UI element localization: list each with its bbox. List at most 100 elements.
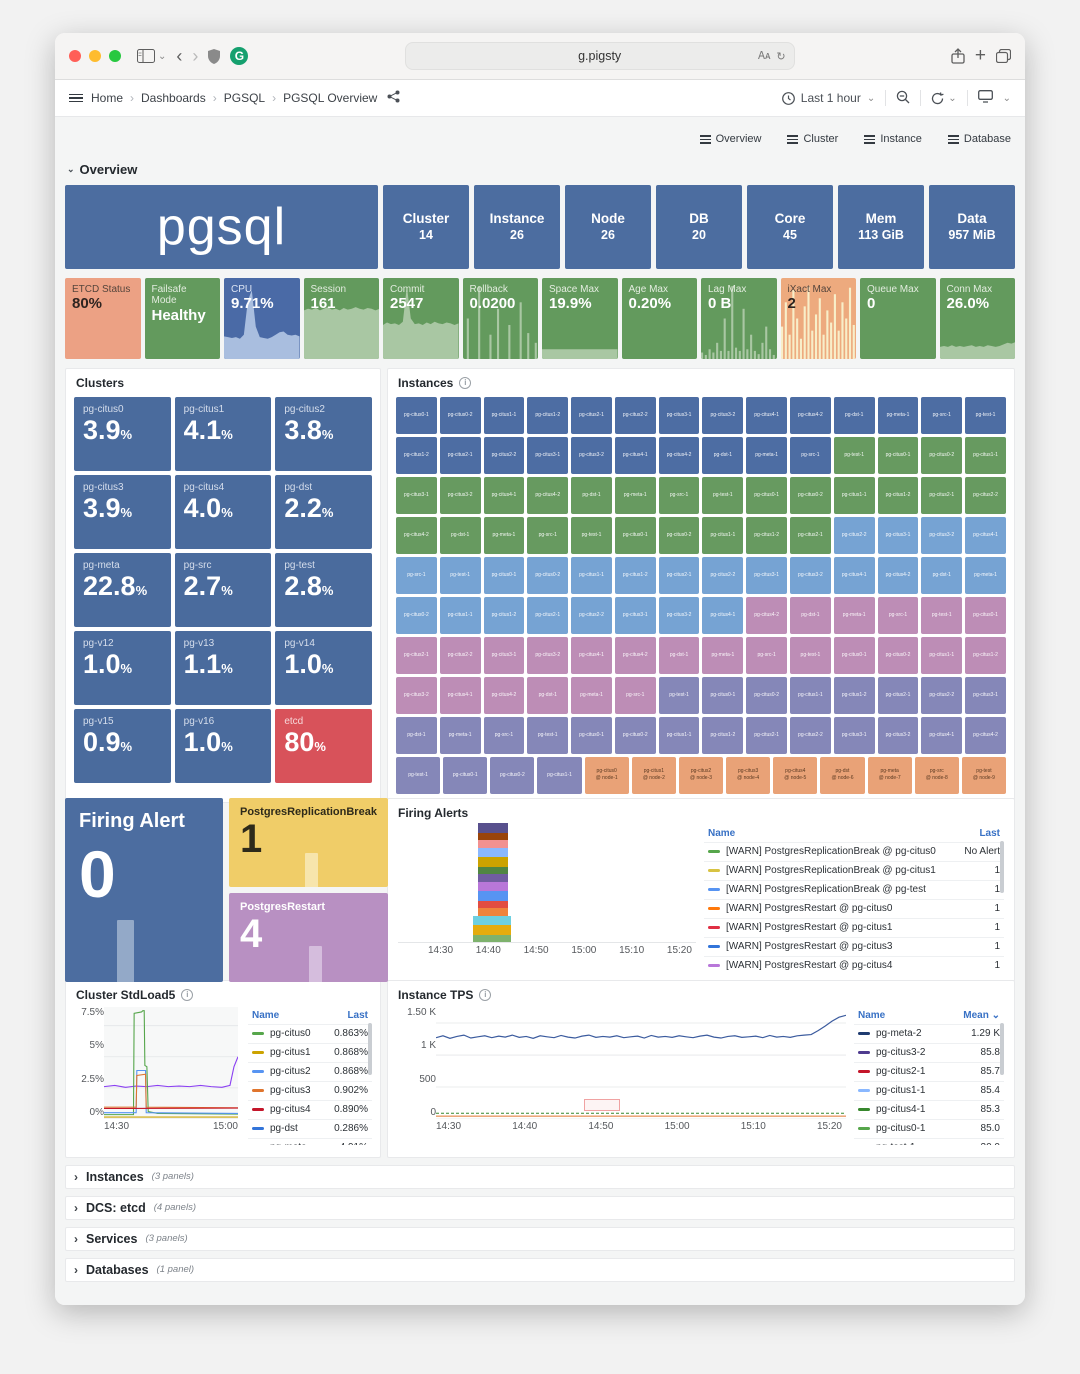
instance-tile[interactable]: pg-citus0-2 <box>527 556 569 594</box>
table-row[interactable]: pg-meta 4.91% <box>248 1137 372 1145</box>
mini-stat-cpu[interactable]: CPU 9.71% <box>224 277 300 359</box>
instance-tile[interactable]: pg-citus4-2 <box>396 516 437 554</box>
instance-tile[interactable]: pg-citus0-2 <box>658 516 700 554</box>
sidebar-chevron-icon[interactable]: ⌄ <box>158 50 167 62</box>
instance-tile[interactable]: pg-citus2-2 <box>614 396 656 434</box>
instance-tile[interactable]: pg-citus2-1 <box>439 436 481 474</box>
instance-tile[interactable]: pg-citus1-2 <box>965 636 1006 674</box>
instance-tile[interactable]: pg-citus1-1 <box>483 396 525 434</box>
instance-tile[interactable]: pg-citus4-1 <box>439 676 481 714</box>
instance-tile[interactable]: pg-citus1-1 <box>965 436 1006 474</box>
instance-tile[interactable]: pg-meta-1 <box>483 516 525 554</box>
alert-stat-postgresrestart[interactable]: PostgresRestart 4 <box>229 892 388 982</box>
share-icon[interactable] <box>951 48 965 64</box>
instance-tile[interactable]: pg-dst-1 <box>702 436 744 474</box>
instance-tile[interactable]: pg-citus4-1 <box>746 396 788 434</box>
instance-tile[interactable]: pg-citus4-2 <box>483 676 525 714</box>
instance-tile[interactable]: pg-citus1-1 <box>702 516 744 554</box>
instance-tile[interactable]: pg-src-1 <box>396 556 437 594</box>
instance-tile[interactable]: pg-citus0 @ node-1 <box>584 756 629 794</box>
table-row[interactable]: [WARN] PostgresReplicationBreak @ pg-cit… <box>704 860 1004 880</box>
instance-tile[interactable]: pg-citus4-1 <box>833 556 875 594</box>
mega-menu-icon[interactable] <box>69 92 83 105</box>
instance-tile[interactable]: pg-meta-1 <box>965 556 1006 594</box>
cluster-tile-pg-meta[interactable]: pg-meta 22.8% <box>74 552 171 627</box>
instance-tile[interactable]: pg-test-1 <box>396 756 441 794</box>
instance-tile[interactable]: pg-citus3-1 <box>396 476 437 514</box>
instance-tile[interactable]: pg-test-1 <box>790 636 831 674</box>
instance-tile[interactable]: pg-citus3-2 <box>790 556 831 594</box>
instance-tile[interactable]: pg-citus1-1 <box>921 636 963 674</box>
instance-tile[interactable]: pg-citus1-2 <box>746 516 788 554</box>
cluster-tile-pg-citus4[interactable]: pg-citus4 4.0% <box>174 474 272 549</box>
table-row[interactable]: pg-citus4 0.890% <box>248 1099 372 1119</box>
column-value[interactable]: Last <box>347 1009 368 1021</box>
instance-tile[interactable]: pg-dst-1 <box>790 596 831 634</box>
table-row[interactable]: [WARN] PostgresReplicationBreak @ pg-tes… <box>704 879 1004 899</box>
instance-tile[interactable]: pg-citus4-1 <box>614 436 656 474</box>
quick-link-instance[interactable]: Instance <box>864 133 922 146</box>
mini-stat-queue-max[interactable]: Queue Max 0 <box>860 277 936 359</box>
instance-tile[interactable]: pg-citus2-1 <box>790 516 831 554</box>
close-window-button[interactable] <box>69 50 81 62</box>
table-row[interactable]: pg-citus0 0.863% <box>248 1023 372 1043</box>
new-tab-button[interactable]: + <box>974 45 986 66</box>
cluster-tile-pg-v12[interactable]: pg-v12 1.0% <box>74 630 171 705</box>
mini-stat-failsafe-mode[interactable]: Failsafe Mode Healthy <box>144 277 220 359</box>
table-row[interactable]: pg-meta-2 1.29 K <box>854 1023 1004 1043</box>
instance-tile[interactable]: pg-citus0-1 <box>614 516 656 554</box>
cluster-tile-pg-src[interactable]: pg-src 2.7% <box>174 552 272 627</box>
time-picker[interactable]: Last 1 hour ⌄ <box>781 91 875 105</box>
table-row[interactable]: pg-citus3-2 85.8 <box>854 1042 1004 1062</box>
instance-tile[interactable]: pg-citus3-2 <box>702 396 744 434</box>
tv-mode-icon[interactable] <box>977 90 993 106</box>
table-row[interactable]: pg-citus1-1 85.4 <box>854 1080 1004 1100</box>
info-icon[interactable]: i <box>181 988 194 1001</box>
mini-stat-lag-max[interactable]: Lag Max 0 B <box>701 277 777 359</box>
table-row[interactable]: pg-citus4-1 85.3 <box>854 1099 1004 1119</box>
table-row[interactable]: [WARN] PostgresRestart @ pg-citus0 1 <box>704 898 1004 918</box>
instance-tile[interactable]: pg-citus3-2 <box>396 676 437 714</box>
instance-tile[interactable]: pg-citus1-2 <box>396 436 437 474</box>
cluster-tile-pg-v13[interactable]: pg-v13 1.1% <box>174 630 272 705</box>
info-icon[interactable]: i <box>479 988 492 1001</box>
cluster-tile-pg-citus1[interactable]: pg-citus1 4.1% <box>174 396 272 471</box>
instance-tile[interactable]: pg-citus1-1 <box>537 756 582 794</box>
cluster-tile-pg-test[interactable]: pg-test 2.8% <box>275 552 372 627</box>
instance-tile[interactable]: pg-citus3-1 <box>746 556 788 594</box>
instance-tile[interactable]: pg-citus0-1 <box>443 756 488 794</box>
instance-tile[interactable]: pg-citus2-1 <box>746 716 788 754</box>
instance-tile[interactable]: pg-dst-1 <box>658 636 700 674</box>
table-row[interactable]: pg-citus3 0.902% <box>248 1080 372 1100</box>
breadcrumb-item-dashboards[interactable]: Dashboards <box>141 91 206 105</box>
tab-overview-icon[interactable] <box>996 49 1011 63</box>
navbar-more-chevron-icon[interactable]: ⌄ <box>1002 92 1011 104</box>
instance-tile[interactable]: pg-src-1 <box>877 596 919 634</box>
quick-link-database[interactable]: Database <box>947 133 1011 146</box>
mini-stat-etcd-status[interactable]: ETCD Status 80% <box>65 277 141 359</box>
instance-tile[interactable]: pg-test-1 <box>921 596 963 634</box>
instance-tile[interactable]: pg-citus1-2 <box>527 396 569 434</box>
table-scrollbar[interactable] <box>1000 840 1004 893</box>
instance-tile[interactable]: pg-meta @ node-7 <box>867 756 912 794</box>
cluster-tile-etcd[interactable]: etcd 80% <box>275 708 372 783</box>
instance-tile[interactable]: pg-meta-1 <box>833 596 875 634</box>
column-value[interactable]: Last <box>979 827 1000 839</box>
minimize-window-button[interactable] <box>89 50 101 62</box>
big-stat-instance[interactable]: Instance 26 <box>474 184 560 269</box>
instance-tile[interactable]: pg-citus4-2 <box>746 596 788 634</box>
instance-tile[interactable]: pg-citus3-1 <box>877 516 919 554</box>
collapsed-row-services[interactable]: › Services (3 panels) <box>65 1226 1015 1251</box>
table-row[interactable]: pg-test-1 30.0 <box>854 1137 1004 1145</box>
back-button[interactable]: ‹ <box>176 45 183 66</box>
cluster-tile-pg-dst[interactable]: pg-dst 2.2% <box>275 474 372 549</box>
table-row[interactable]: pg-citus2 0.868% <box>248 1061 372 1081</box>
instance-tile[interactable]: pg-citus3-1 <box>614 596 656 634</box>
instance-tile[interactable]: pg-test-1 <box>571 516 612 554</box>
instance-tile[interactable]: pg-citus2-2 <box>571 596 612 634</box>
instance-tile[interactable]: pg-citus2-2 <box>921 676 963 714</box>
share-dashboard-icon[interactable] <box>387 90 400 106</box>
instance-tile[interactable]: pg-citus0-1 <box>483 556 525 594</box>
instance-tile[interactable]: pg-citus4-1 <box>921 716 963 754</box>
